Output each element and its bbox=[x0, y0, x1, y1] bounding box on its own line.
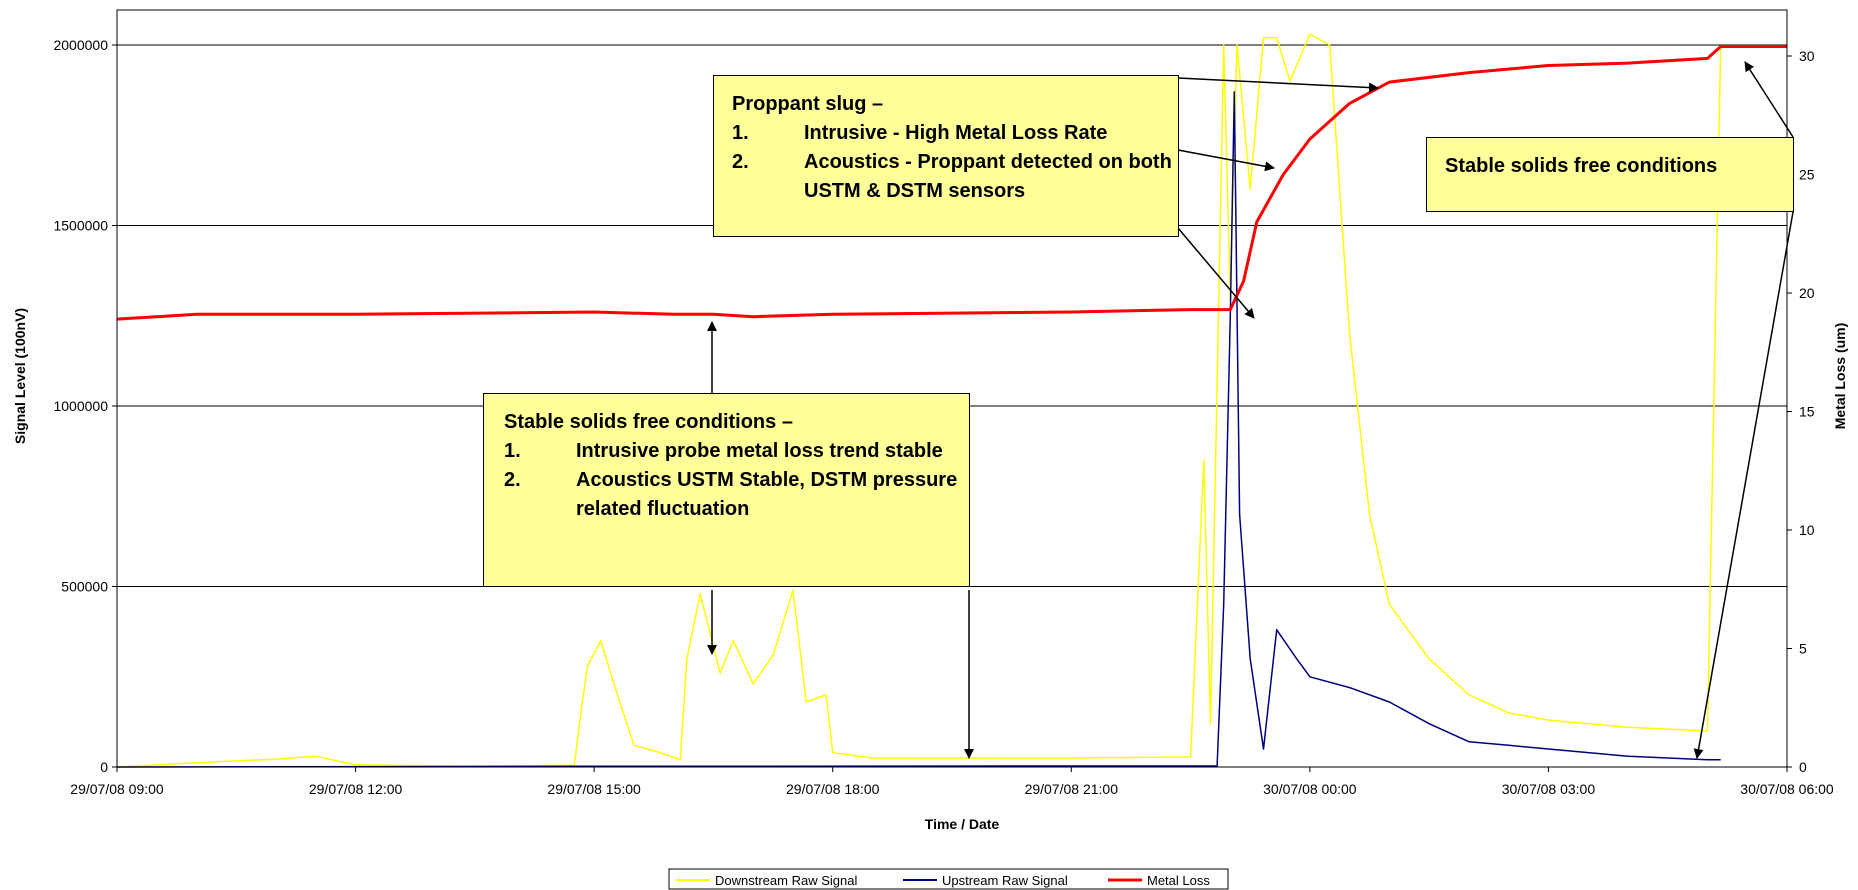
callout-stable-right: Stable solids free conditions bbox=[1426, 137, 1794, 212]
x-tick-label: 29/07/08 09:00 bbox=[70, 781, 164, 797]
legend-box bbox=[668, 868, 1229, 890]
series-layer bbox=[116, 33, 1787, 768]
series-line-metal-loss bbox=[116, 45, 1787, 321]
x-tick-label: 29/07/08 12:00 bbox=[309, 781, 403, 797]
y2-tick-label: 30 bbox=[1799, 48, 1815, 64]
x-tick-label: 30/07/08 00:00 bbox=[1263, 781, 1357, 797]
x-axis-title: Time / Date bbox=[925, 816, 1000, 832]
annotation-arrows bbox=[707, 61, 1794, 759]
annotation-arrow bbox=[1177, 149, 1275, 172]
x-tick-label: 30/07/08 03:00 bbox=[1502, 781, 1596, 797]
y2-tick-label: 5 bbox=[1799, 641, 1807, 657]
y2-tick-label: 20 bbox=[1799, 285, 1815, 301]
plot-area-border bbox=[116, 9, 1788, 768]
list-item: 2. Acoustics - Proppant detected on both … bbox=[732, 151, 1172, 202]
y2-tick-label: 0 bbox=[1799, 759, 1807, 775]
legend-label-downstream: Downstream Raw Signal bbox=[715, 873, 857, 888]
y2-tick-label: 25 bbox=[1799, 167, 1815, 183]
callout-stable-right-text: Stable solids free conditions bbox=[1445, 155, 1718, 177]
axes bbox=[116, 9, 1788, 768]
list-item: 1. Intrusive - High Metal Loss Rate bbox=[732, 122, 1108, 144]
y2-tick-label: 10 bbox=[1799, 522, 1815, 538]
annotation-arrow bbox=[1744, 61, 1794, 138]
y-tick-label: 0 bbox=[100, 759, 108, 775]
callout-proppant-slug: Proppant slug – 1. Intrusive - High Metal… bbox=[713, 75, 1179, 237]
series-line-upstream-raw-signal bbox=[116, 91, 1721, 768]
callout-stable-left-list: 1. Intrusive probe metal loss trend stabl… bbox=[504, 437, 959, 524]
callout-stable-left-heading: Stable solids free conditions – bbox=[504, 411, 793, 433]
tick-labels: 0 500000 1000000 1500000 2000000 0 5 10 15 20 25 30… bbox=[53, 37, 1833, 797]
annotation-arrow bbox=[1693, 211, 1794, 759]
callout-proppant-heading: Proppant slug – bbox=[732, 93, 884, 115]
x-tick-label: 30/07/08 06:00 bbox=[1740, 781, 1834, 797]
list-item: 2. Acoustics USTM Stable, DSTM pressure r… bbox=[504, 469, 958, 520]
y2-axis-title: Metal Loss (um) bbox=[1832, 323, 1848, 430]
y2-tick-label: 15 bbox=[1799, 404, 1815, 420]
y-axis-title: Signal Level (100nV) bbox=[12, 308, 28, 444]
legend: Downstream Raw Signal Upstream Raw Signa… bbox=[668, 868, 1229, 890]
list-item: 1. Intrusive probe metal loss trend stabl… bbox=[504, 440, 943, 462]
callout-proppant-list: 1. Intrusive - High Metal Loss Rate 2. Aco… bbox=[732, 119, 1178, 206]
annotation-arrow bbox=[1177, 227, 1255, 319]
x-tick-label: 29/07/08 15:00 bbox=[547, 781, 641, 797]
annotation-arrow bbox=[1177, 77, 1379, 93]
callout-stable-left: Stable solids free conditions – 1. Intrus… bbox=[483, 393, 970, 587]
legend-label-metal-loss: Metal Loss bbox=[1147, 873, 1210, 888]
y-tick-label: 500000 bbox=[61, 579, 108, 595]
series-line-downstream-raw-signal bbox=[116, 33, 1722, 768]
legend-label-upstream: Upstream Raw Signal bbox=[942, 873, 1068, 888]
y-tick-label: 2000000 bbox=[53, 37, 108, 53]
y-tick-label: 1500000 bbox=[53, 218, 108, 234]
y-tick-label: 1000000 bbox=[53, 398, 108, 414]
x-tick-label: 29/07/08 18:00 bbox=[786, 781, 880, 797]
x-tick-label: 29/07/08 21:00 bbox=[1025, 781, 1119, 797]
